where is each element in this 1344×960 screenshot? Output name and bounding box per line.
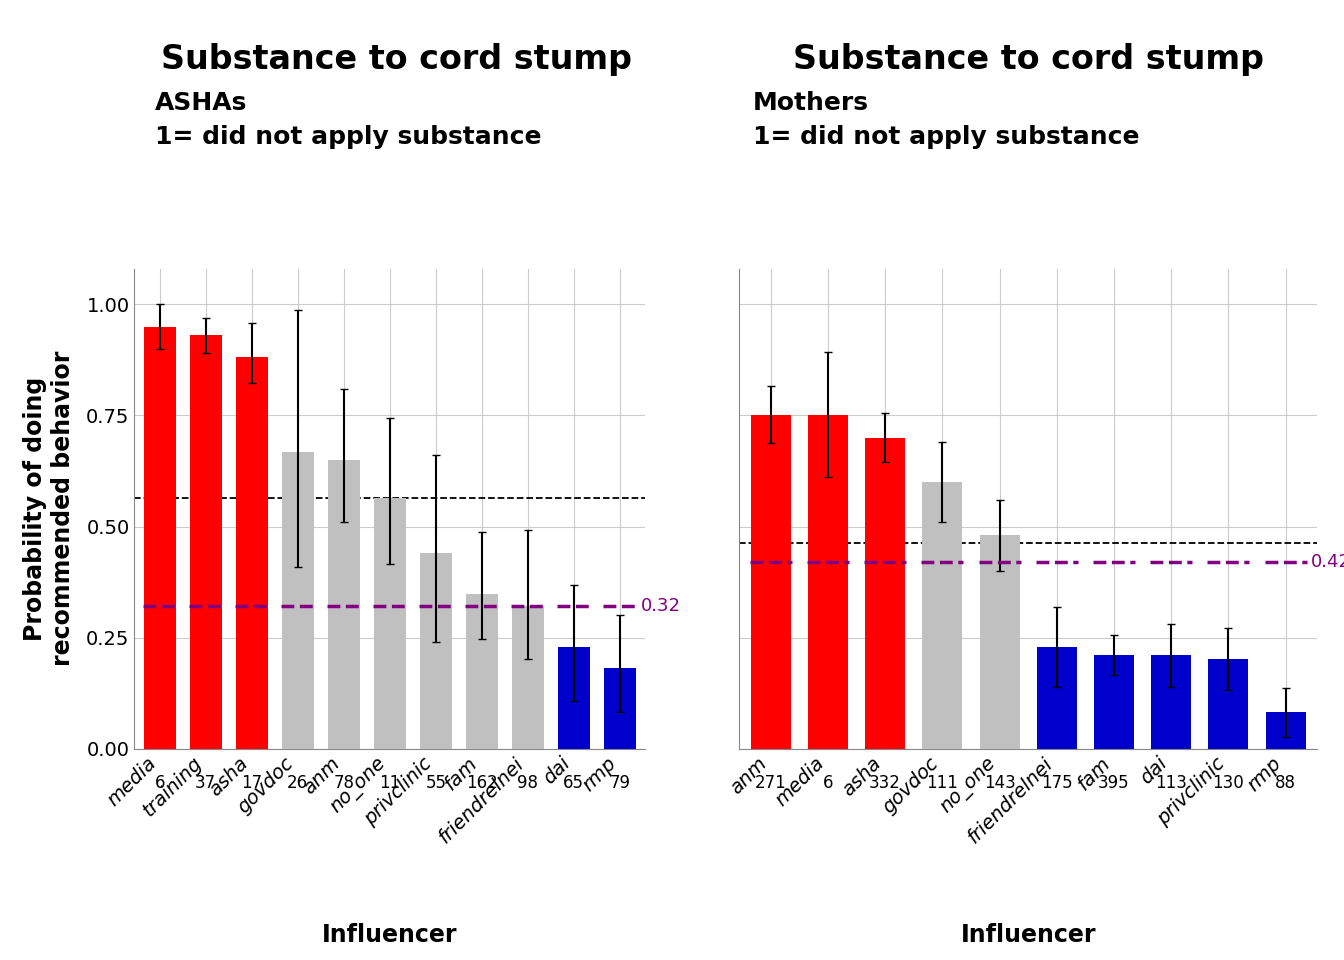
Bar (235, 357, 267, 749)
Bar (282, 452, 314, 749)
Text: 11: 11 (379, 774, 401, 792)
Bar (374, 497, 406, 749)
Text: 65: 65 (563, 774, 585, 792)
Text: ASHAs: ASHAs (155, 91, 247, 115)
Text: 1= did not apply substance: 1= did not apply substance (155, 125, 542, 149)
Bar (1152, 656, 1191, 749)
Text: 143: 143 (984, 774, 1016, 792)
Bar (751, 415, 790, 749)
Bar (808, 415, 848, 749)
Bar (1036, 647, 1077, 749)
Bar (1094, 656, 1134, 749)
Bar (1266, 712, 1305, 749)
Text: 0.42: 0.42 (1312, 553, 1344, 571)
Text: 130: 130 (1212, 774, 1245, 792)
Bar (866, 438, 905, 749)
Bar (328, 460, 360, 749)
Bar (1208, 659, 1249, 749)
Text: 26: 26 (288, 774, 308, 792)
Text: 17: 17 (241, 774, 262, 792)
Text: 98: 98 (517, 774, 539, 792)
Text: 113: 113 (1156, 774, 1187, 792)
Bar (512, 606, 544, 749)
Text: 111: 111 (926, 774, 958, 792)
Text: 1= did not apply substance: 1= did not apply substance (753, 125, 1140, 149)
Bar (980, 536, 1020, 749)
Y-axis label: Probability of doing
recommended behavior: Probability of doing recommended behavio… (23, 351, 75, 666)
Text: 162: 162 (466, 774, 497, 792)
Text: 332: 332 (870, 774, 900, 792)
Bar (144, 326, 176, 749)
X-axis label: Influencer: Influencer (961, 923, 1095, 947)
Text: Substance to cord stump: Substance to cord stump (161, 43, 632, 76)
Bar (419, 553, 452, 749)
Text: 6: 6 (155, 774, 165, 792)
Text: 55: 55 (425, 774, 446, 792)
Text: 175: 175 (1042, 774, 1073, 792)
Text: 37: 37 (195, 774, 216, 792)
Text: 88: 88 (1275, 774, 1296, 792)
Text: Substance to cord stump: Substance to cord stump (793, 43, 1263, 76)
Bar (558, 647, 590, 749)
Text: 271: 271 (755, 774, 786, 792)
X-axis label: Influencer: Influencer (323, 923, 457, 947)
Bar (922, 482, 962, 749)
Bar (190, 335, 222, 749)
Text: 78: 78 (333, 774, 355, 792)
Text: 0.32: 0.32 (640, 597, 680, 614)
Text: 6: 6 (823, 774, 833, 792)
Text: 79: 79 (609, 774, 630, 792)
Bar (603, 668, 636, 749)
Text: Mothers: Mothers (753, 91, 868, 115)
Bar (465, 594, 497, 749)
Text: 395: 395 (1098, 774, 1130, 792)
